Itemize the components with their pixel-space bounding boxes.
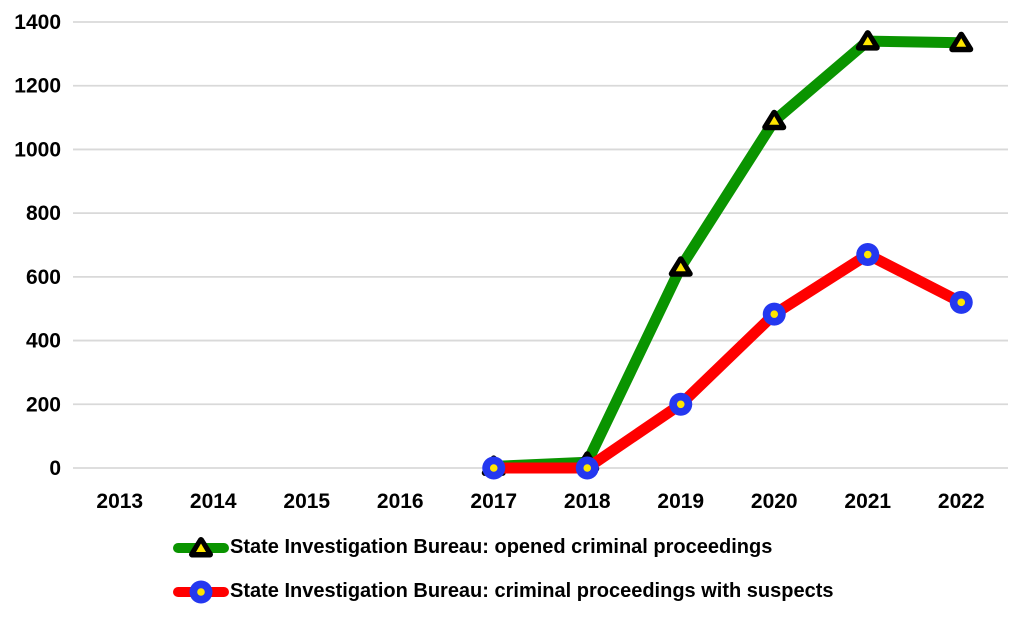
triangle-marker-center bbox=[862, 36, 873, 46]
x-tick-label: 2016 bbox=[377, 490, 424, 513]
x-tick-label: 2020 bbox=[751, 490, 798, 513]
x-tick-label: 2018 bbox=[564, 490, 611, 513]
legend: State Investigation Bureau: opened crimi… bbox=[172, 534, 833, 605]
series-0 bbox=[481, 30, 974, 476]
circle-marker-center bbox=[863, 250, 872, 259]
y-tick-label: 1200 bbox=[14, 75, 61, 98]
x-tick-label: 2021 bbox=[844, 490, 891, 513]
circle-marker-center bbox=[676, 400, 685, 409]
y-tick-label: 1400 bbox=[14, 11, 61, 34]
circle-marker-center bbox=[770, 310, 779, 318]
triangle-marker-center bbox=[196, 543, 206, 552]
series-1 bbox=[482, 243, 973, 480]
triangle-marker-center bbox=[956, 38, 967, 47]
y-tick-label: 1000 bbox=[14, 138, 61, 161]
x-tick-label: 2014 bbox=[190, 490, 237, 513]
x-tick-label: 2022 bbox=[938, 490, 985, 513]
y-tick-label: 200 bbox=[26, 393, 61, 416]
circle-marker-center bbox=[197, 587, 205, 596]
legend-item-proceedings-with-suspects: State Investigation Bureau: criminal pro… bbox=[172, 578, 833, 605]
legend-green-triangle-icon bbox=[173, 536, 229, 557]
triangle-marker-center bbox=[769, 116, 780, 125]
x-tick-label: 2015 bbox=[283, 490, 330, 513]
legend-item-opened-proceedings: State Investigation Bureau: opened crimi… bbox=[172, 534, 833, 561]
series-line-1 bbox=[488, 249, 967, 474]
circle-marker-center bbox=[957, 298, 966, 307]
x-tick-label: 2013 bbox=[96, 490, 143, 513]
x-tick-label: 2017 bbox=[470, 490, 517, 513]
legend-red-circle-icon bbox=[173, 580, 229, 603]
triangle-marker-center bbox=[675, 262, 686, 272]
y-tick-label: 0 bbox=[49, 457, 61, 480]
legend-label-opened-proceedings: State Investigation Bureau: opened crimi… bbox=[230, 536, 773, 558]
plot-area: 0 200 400 600 800 1000 1200 1400 2013 2014 2015 201… bbox=[14, 11, 1008, 513]
x-tick-label: 2019 bbox=[657, 490, 704, 513]
y-tick-label: 600 bbox=[26, 266, 61, 289]
y-tick-label: 400 bbox=[26, 330, 61, 353]
y-tick-label: 800 bbox=[26, 202, 61, 225]
legend-label-proceedings-with-suspects: State Investigation Bureau: criminal pro… bbox=[230, 580, 834, 602]
circle-marker-center bbox=[489, 464, 498, 472]
series-line-0 bbox=[488, 35, 967, 472]
circle-marker-center bbox=[583, 464, 592, 472]
